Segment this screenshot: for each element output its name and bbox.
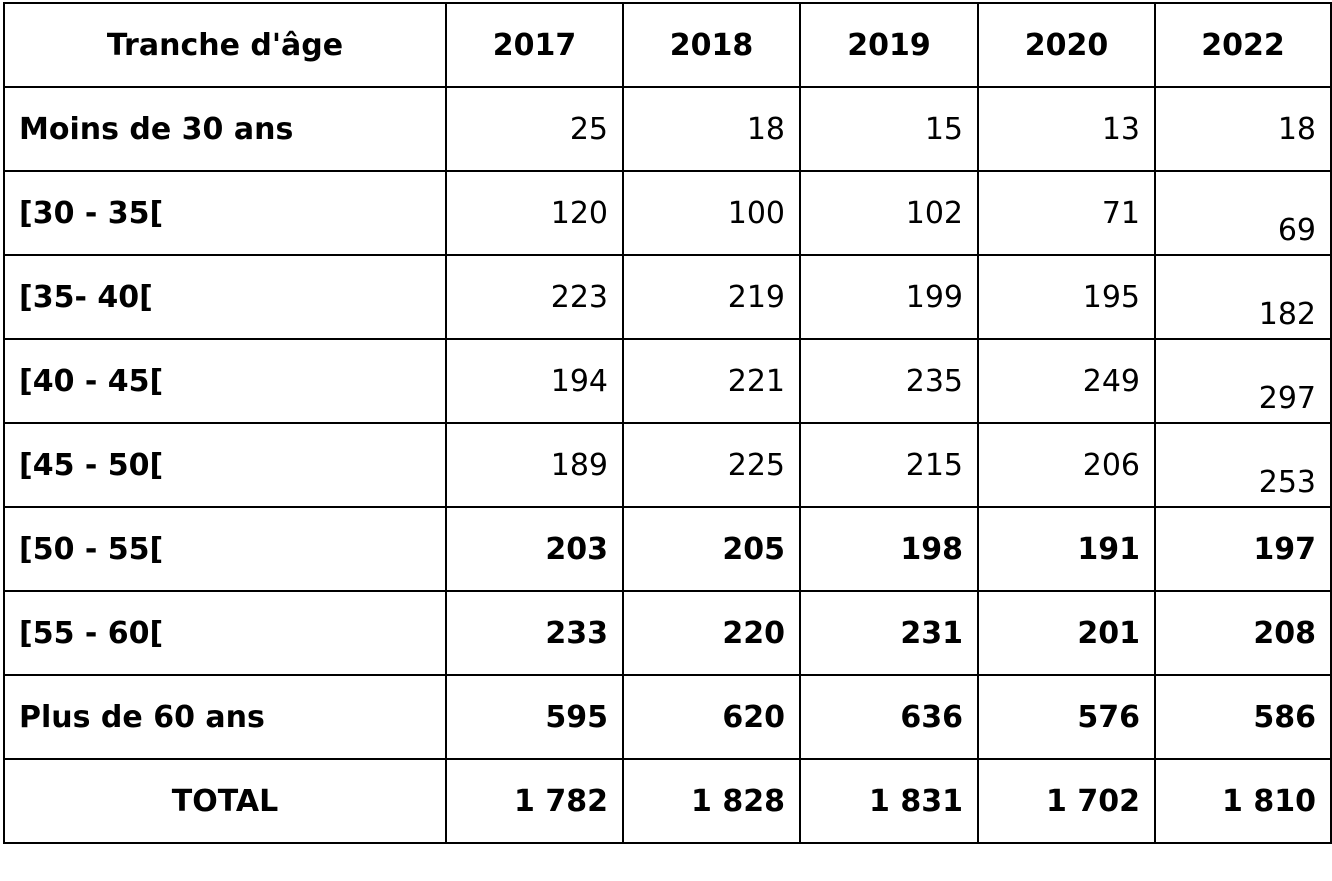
table-row: [50 - 55[ 203 205 198 191 197: [3, 506, 1332, 592]
table-cell: 203: [445, 506, 624, 592]
total-label: TOTAL: [3, 758, 447, 844]
table-cell: 297: [1154, 338, 1332, 424]
header-year-2017: 2017: [445, 2, 624, 88]
table-cell: 636: [799, 674, 979, 760]
table-cell: 199: [799, 254, 979, 340]
table-cell: 201: [977, 590, 1156, 676]
table-cell: 586: [1154, 674, 1332, 760]
table-cell: 25: [445, 86, 624, 172]
table-cell: 71: [977, 170, 1156, 256]
table-cell: 18: [1154, 86, 1332, 172]
table-cell: 208: [1154, 590, 1332, 676]
table-cell: 231: [799, 590, 979, 676]
total-row: TOTAL 1 782 1 828 1 831 1 702 1 810: [3, 758, 1332, 844]
table-cell: 18: [622, 86, 801, 172]
header-year-2020: 2020: [977, 2, 1156, 88]
row-label: [30 - 35[: [3, 170, 447, 256]
table-cell: 235: [799, 338, 979, 424]
row-label: Plus de 60 ans: [3, 674, 447, 760]
table-cell: 215: [799, 422, 979, 508]
table-cell: 595: [445, 674, 624, 760]
row-label: [45 - 50[: [3, 422, 447, 508]
table-row: [45 - 50[ 189 225 215 206 253: [3, 422, 1332, 508]
row-label: Moins de 30 ans: [3, 86, 447, 172]
header-year-2019: 2019: [799, 2, 979, 88]
table-cell: 206: [977, 422, 1156, 508]
table-cell: 225: [622, 422, 801, 508]
header-row: Tranche d'âge 2017 2018 2019 2020 2022: [3, 2, 1332, 88]
table-cell: 198: [799, 506, 979, 592]
table-cell: 233: [445, 590, 624, 676]
table-row: [35- 40[ 223 219 199 195 182: [3, 254, 1332, 340]
total-cell: 1 702: [977, 758, 1156, 844]
table-cell: 13: [977, 86, 1156, 172]
table-cell: 253: [1154, 422, 1332, 508]
header-year-2022: 2022: [1154, 2, 1332, 88]
header-age-range: Tranche d'âge: [3, 2, 447, 88]
table-cell: 100: [622, 170, 801, 256]
table-cell: 195: [977, 254, 1156, 340]
table-cell: 194: [445, 338, 624, 424]
table-row: [55 - 60[ 233 220 231 201 208: [3, 590, 1332, 676]
table-row: Moins de 30 ans 25 18 15 13 18: [3, 86, 1332, 172]
table-cell: 223: [445, 254, 624, 340]
table-cell: 120: [445, 170, 624, 256]
table-cell: 220: [622, 590, 801, 676]
age-distribution-table-wrapper: Tranche d'âge 2017 2018 2019 2020 2022 M…: [3, 2, 1332, 844]
total-cell: 1 831: [799, 758, 979, 844]
table-row: [30 - 35[ 120 100 102 71 69: [3, 170, 1332, 256]
total-cell: 1 810: [1154, 758, 1332, 844]
row-label: [50 - 55[: [3, 506, 447, 592]
table-cell: 249: [977, 338, 1156, 424]
row-label: [55 - 60[: [3, 590, 447, 676]
table-cell: 205: [622, 506, 801, 592]
table-cell: 197: [1154, 506, 1332, 592]
table-cell: 15: [799, 86, 979, 172]
header-year-2018: 2018: [622, 2, 801, 88]
table-cell: 576: [977, 674, 1156, 760]
total-cell: 1 782: [445, 758, 624, 844]
total-cell: 1 828: [622, 758, 801, 844]
table-row: [40 - 45[ 194 221 235 249 297: [3, 338, 1332, 424]
table-cell: 102: [799, 170, 979, 256]
table-cell: 69: [1154, 170, 1332, 256]
table-cell: 182: [1154, 254, 1332, 340]
row-label: [35- 40[: [3, 254, 447, 340]
table-cell: 620: [622, 674, 801, 760]
table-cell: 191: [977, 506, 1156, 592]
table-cell: 221: [622, 338, 801, 424]
table-row: Plus de 60 ans 595 620 636 576 586: [3, 674, 1332, 760]
row-label: [40 - 45[: [3, 338, 447, 424]
age-distribution-table: Tranche d'âge 2017 2018 2019 2020 2022 M…: [3, 2, 1332, 844]
table-cell: 189: [445, 422, 624, 508]
table-cell: 219: [622, 254, 801, 340]
